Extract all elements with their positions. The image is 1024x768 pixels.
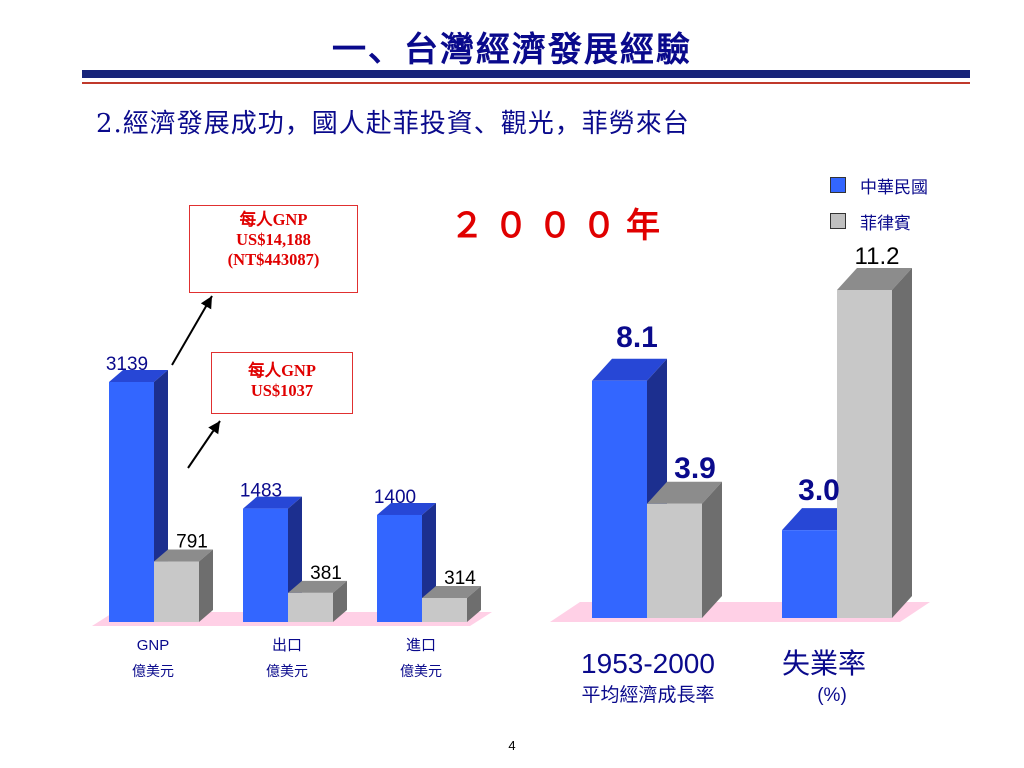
value-label-philippines-1: 381 [310, 563, 342, 584]
category-label-0: GNP [137, 637, 170, 654]
bar-philippines-r0 [647, 481, 722, 618]
legend-swatch-taiwan [830, 177, 846, 193]
callout-philippines-line-2: US$1037 [250, 381, 314, 400]
bar-philippines-r1-front [837, 290, 892, 618]
bar-taiwan-r0-top [592, 358, 667, 381]
value-label-philippines-r1: 11.2 [855, 243, 900, 270]
value-label-taiwan-1: 1483 [240, 481, 282, 502]
category-label-r1: 失業率 [782, 648, 866, 679]
bar-taiwan-1-front [243, 508, 288, 622]
value-label-taiwan-r0: 8.1 [616, 321, 658, 354]
bar-philippines-r0-side [702, 481, 722, 618]
category-label-r0: 1953-2000 [581, 648, 715, 679]
bar-philippines-2 [422, 585, 481, 622]
bar-philippines-0-side [199, 549, 213, 622]
bar-philippines-r1-top [837, 268, 912, 290]
bar-philippines-2-top [422, 585, 481, 598]
callout-taiwan-line-1: 每人GNP [239, 210, 308, 229]
bar-philippines-1-side [333, 580, 347, 622]
callout-philippines-gnp-per-capita: 每人GNP US$1037 [211, 352, 353, 414]
bar-philippines-0-top [154, 549, 213, 562]
value-label-taiwan-2: 1400 [374, 487, 416, 508]
bar-philippines-2-front [422, 597, 467, 622]
category-label-2: 進口 [406, 637, 436, 654]
category-sublabel-r1: (%) [817, 685, 847, 706]
bar-philippines-0-front [154, 561, 199, 622]
legend-swatch-philippines [830, 213, 846, 229]
value-label-philippines-2: 314 [444, 568, 476, 589]
title-underline-thick [82, 70, 970, 78]
value-label-taiwan-0: 3139 [106, 354, 148, 375]
bar-philippines-0 [154, 549, 213, 622]
bar-taiwan-1-top [243, 496, 302, 509]
bar-philippines-1-front [288, 592, 333, 622]
legend-item-philippines: 菲律賓 [830, 203, 928, 239]
callout-arrow-philippines [187, 420, 221, 469]
callout-taiwan-line-3: (NT$443087) [227, 250, 320, 269]
legend-label-taiwan: 中華民國 [860, 177, 928, 198]
slide-subtitle: 2.經濟發展成功，國人赴菲投資、觀光，菲勞來台 [96, 109, 690, 139]
chart-legend: 中華民國 菲律賓 [830, 167, 928, 239]
bar-philippines-1-top [288, 580, 347, 593]
year-label: ２０００年 [450, 206, 670, 246]
category-label-1: 出口 [272, 637, 302, 654]
value-label-philippines-r0: 3.9 [674, 452, 716, 485]
bar-philippines-r0-front [647, 503, 702, 618]
bar-taiwan-2 [377, 502, 436, 622]
bar-taiwan-1 [243, 496, 302, 622]
bar-philippines-r1 [837, 268, 912, 618]
bar-philippines-1 [288, 580, 347, 622]
bar-taiwan-r1-front [782, 530, 837, 618]
category-unit-1: 億美元 [266, 663, 308, 679]
legend-label-philippines: 菲律賓 [860, 213, 911, 234]
callout-taiwan-gnp-per-capita: 每人GNP US$14,188 (NT$443087) [189, 205, 358, 293]
bar-taiwan-0-top [109, 370, 168, 382]
legend-item-taiwan: 中華民國 [830, 167, 928, 203]
callout-philippines-line-1: 每人GNP [248, 361, 316, 380]
bar-philippines-r1-side [892, 268, 912, 618]
category-unit-0: 億美元 [132, 663, 174, 679]
bar-taiwan-r0 [592, 358, 667, 618]
page-number: 4 [508, 738, 516, 753]
bar-taiwan-r0-front [592, 380, 647, 618]
value-label-taiwan-r1: 3.0 [798, 474, 840, 507]
chart-growth-unemployment: 8.1 3.9 1953-2000 平均經濟成長率 3.0 11.2 失業率 (%) [550, 243, 930, 706]
slide-title: 一、台灣經濟發展經驗 [332, 30, 692, 70]
category-sublabel-r0: 平均經濟成長率 [581, 684, 714, 706]
category-unit-2: 億美元 [400, 663, 442, 679]
bar-taiwan-2-top [377, 502, 436, 515]
bar-philippines-2-side [467, 585, 481, 622]
bar-taiwan-2-front [377, 514, 422, 622]
title-underline-thin [82, 82, 970, 84]
bar-philippines-r0-top [647, 481, 722, 504]
bar-taiwan-0-front [109, 382, 154, 622]
callout-taiwan-line-2: US$14,188 [236, 230, 311, 249]
callout-arrow-taiwan [171, 295, 213, 366]
value-label-philippines-0: 791 [176, 532, 208, 553]
